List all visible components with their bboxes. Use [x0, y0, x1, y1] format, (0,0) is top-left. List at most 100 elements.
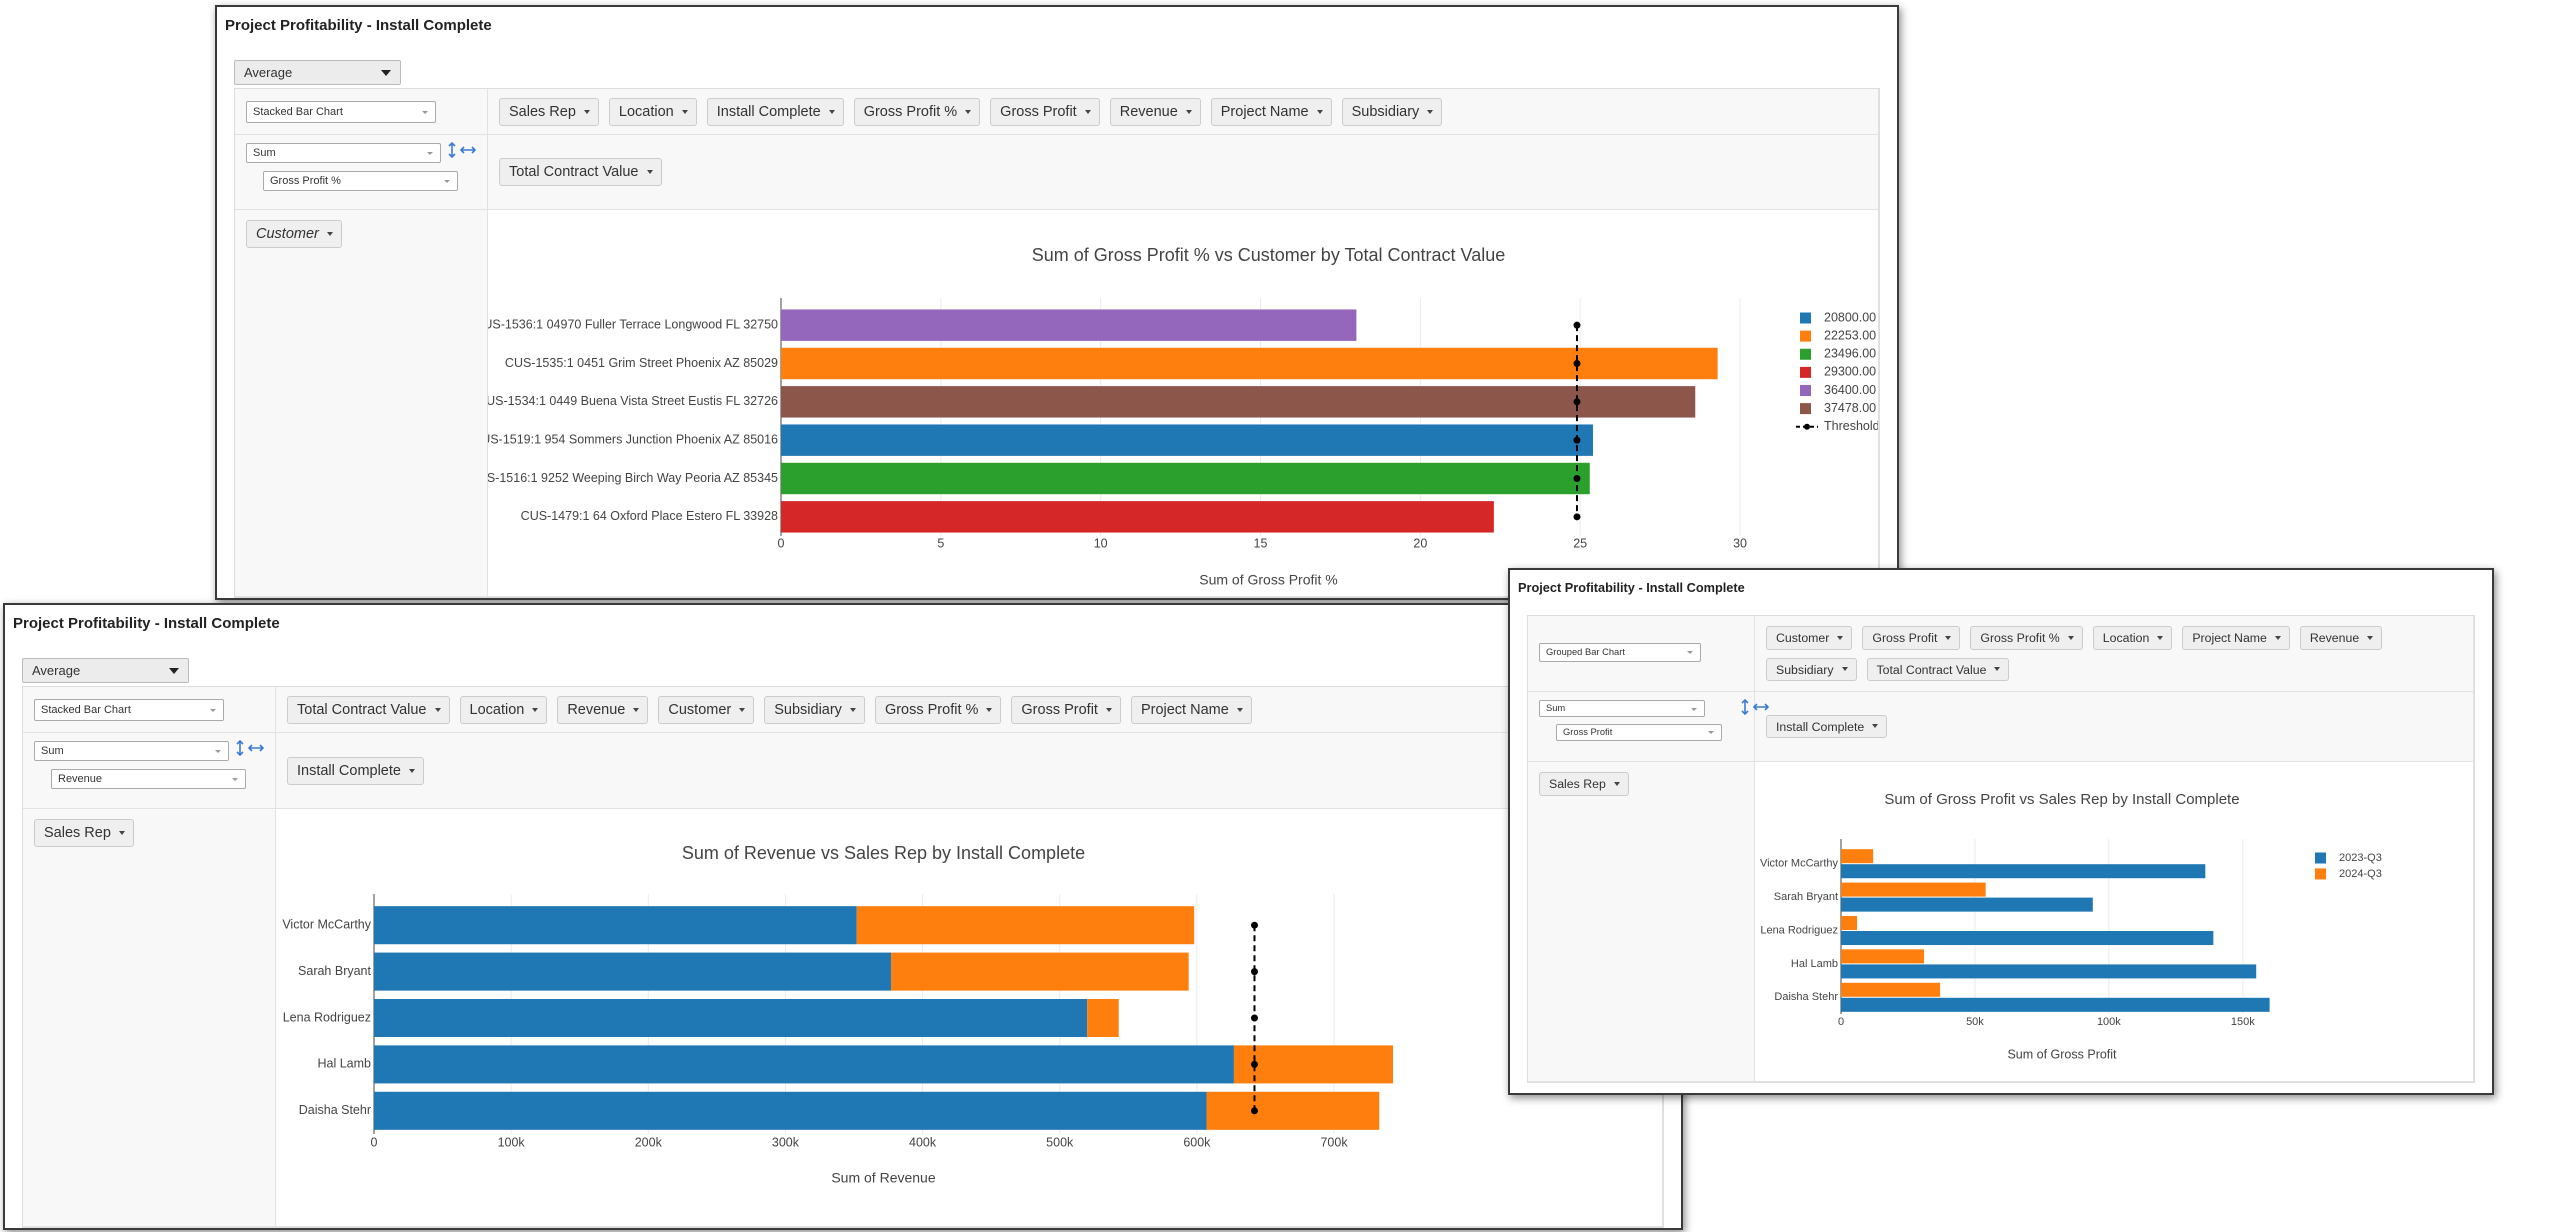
field-pill[interactable]: Total Contract Value: [1866, 657, 2010, 682]
field-pill[interactable]: Gross Profit %: [853, 97, 981, 126]
field-pill[interactable]: Project Name: [2182, 625, 2290, 650]
chart-cell: Sum of Revenue vs Sales Rep by Install C…: [276, 809, 1663, 1227]
y-tick-label: CUS-1479:1 64 Oxford Place Estero FL 339…: [521, 509, 778, 523]
field-pill[interactable]: Revenue: [557, 695, 649, 724]
bar: [781, 501, 1494, 533]
bar: [1233, 1045, 1393, 1084]
legend-label: 2023-Q3: [2339, 852, 2382, 864]
bar: [781, 347, 1718, 380]
bar: [1841, 915, 1858, 930]
x-tick-label: 0: [1838, 1016, 1844, 1028]
x-tick-label: 100k: [2097, 1016, 2121, 1028]
field-pill[interactable]: Sales Rep: [499, 97, 599, 126]
x-tick-label: 25: [1573, 536, 1587, 550]
field-pill[interactable]: Gross Profit %: [1970, 625, 2083, 650]
bar: [374, 1045, 1234, 1084]
field-pill[interactable]: Revenue: [2299, 625, 2383, 650]
legend-label: 22253.00: [1824, 328, 1876, 342]
column-fields: Install Complete: [1755, 692, 2474, 762]
swap-arrows-icon[interactable]: [447, 142, 477, 158]
value-field-select[interactable]: Gross Profit %: [263, 171, 458, 191]
swap-arrows-icon[interactable]: [1740, 699, 1770, 715]
chart: Sum of Gross Profit vs Sales Rep by Inst…: [1760, 791, 2382, 1061]
arrow: [1741, 699, 1749, 715]
renderer-select[interactable]: Grouped Bar Chart: [1539, 643, 1701, 662]
field-pill[interactable]: Location: [459, 695, 548, 724]
column-pill[interactable]: Total Contract Value: [499, 158, 662, 186]
row-pill[interactable]: Sales Rep: [1539, 772, 1629, 796]
bar: [781, 424, 1593, 456]
pivot-table: Stacked Bar Chart Sales Rep Location Instal…: [234, 88, 1880, 598]
aggregation-select[interactable]: Sum: [246, 143, 441, 163]
threshold-point: [1250, 1060, 1258, 1068]
bar: [374, 998, 1088, 1038]
field-pill[interactable]: Subsidiary: [1341, 97, 1443, 126]
renderer-select[interactable]: Stacked Bar Chart: [246, 101, 436, 123]
aggregation-select[interactable]: Sum: [34, 741, 229, 761]
y-tick-label: CUS-1519:1 954 Sommers Junction Phoenix …: [488, 432, 778, 446]
field-pill[interactable]: Location: [608, 97, 697, 126]
x-tick-label: 50k: [1966, 1016, 1984, 1028]
row-pill[interactable]: Sales Rep: [34, 819, 134, 847]
pivot-table: Stacked Bar Chart Total Contract Value Loc…: [22, 686, 1664, 1228]
column-fields: Total Contract Value: [488, 135, 1879, 210]
field-pill[interactable]: Gross Profit: [990, 97, 1100, 126]
field-pill[interactable]: Project Name: [1210, 97, 1332, 126]
x-tick-label: 30: [1733, 536, 1747, 550]
bar: [781, 462, 1590, 495]
field-pill[interactable]: Gross Profit: [1011, 695, 1121, 724]
value-field-select[interactable]: Gross Profit: [1556, 723, 1722, 741]
pivot-table: Grouped Bar Chart Customer Gross Profit Gro…: [1527, 615, 2475, 1083]
field-pill[interactable]: Install Complete: [706, 97, 844, 126]
field-pill[interactable]: Gross Profit %: [874, 695, 1002, 724]
x-tick-label: 500k: [1046, 1135, 1074, 1149]
field-pill[interactable]: Customer: [1766, 625, 1853, 650]
bar: [781, 309, 1357, 341]
x-axis-title: Sum of Revenue: [831, 1170, 935, 1186]
chart-cell: Sum of Gross Profit % vs Customer by Tot…: [488, 210, 1879, 597]
field-pill[interactable]: Customer: [658, 695, 755, 724]
field-pill[interactable]: Project Name: [1130, 695, 1252, 724]
legend-label: Threshold: [1824, 419, 1878, 433]
legend-swatch: [1800, 312, 1811, 324]
bar: [781, 386, 1696, 418]
arrow: [1752, 703, 1770, 711]
legend-swatch: [1804, 423, 1810, 430]
bar: [891, 952, 1189, 991]
aggregation-cell: Sum Revenue: [23, 733, 276, 809]
bar: [1206, 1091, 1380, 1130]
aggregator-select[interactable]: Average: [234, 60, 401, 85]
x-axis-title: Sum of Gross Profit: [2007, 1047, 2117, 1061]
swap-arrows-icon[interactable]: [235, 740, 265, 756]
y-tick-label: CUS-1534:1 0449 Buena Vista Street Eusti…: [488, 394, 778, 408]
y-tick-label: Lena Rodriguez: [283, 1010, 371, 1024]
aggregator-select[interactable]: Average: [22, 658, 189, 683]
column-pill[interactable]: Install Complete: [1766, 714, 1888, 739]
x-tick-label: 10: [1094, 536, 1108, 550]
field-pill[interactable]: Total Contract Value: [287, 695, 450, 724]
field-pill[interactable]: Revenue: [1109, 97, 1201, 126]
aggregation-cell: Sum Gross Profit: [1528, 692, 1770, 762]
unused-fields: Total Contract Value Location Revenue Custo…: [276, 687, 1663, 733]
threshold-point: [1250, 968, 1258, 976]
aggregation-cell: Sum Gross Profit %: [235, 135, 488, 210]
legend-swatch: [2315, 852, 2326, 864]
renderer-cell: Grouped Bar Chart: [1528, 616, 1755, 692]
arrow: [247, 744, 265, 752]
field-pill[interactable]: Location: [2092, 625, 2173, 650]
pivot-window: Project Profitability - Install Complete…: [3, 603, 1683, 1230]
threshold-point: [1573, 436, 1581, 444]
field-pill[interactable]: Gross Profit: [1862, 625, 1961, 650]
renderer-select[interactable]: Stacked Bar Chart: [34, 699, 224, 721]
value-field-select[interactable]: Revenue: [51, 769, 246, 789]
threshold-point: [1573, 398, 1581, 406]
column-pill[interactable]: Install Complete: [287, 756, 424, 785]
unused-fields: Customer Gross Profit Gross Profit % Locati…: [1755, 616, 2474, 692]
legend-label: 36400.00: [1824, 383, 1876, 397]
aggregation-select[interactable]: Sum: [1539, 700, 1705, 717]
row-pill[interactable]: Customer: [246, 220, 342, 248]
bar: [1841, 997, 2270, 1012]
field-pill[interactable]: Subsidiary: [1766, 657, 1857, 682]
x-tick-label: 0: [371, 1135, 378, 1149]
field-pill[interactable]: Subsidiary: [764, 695, 865, 724]
